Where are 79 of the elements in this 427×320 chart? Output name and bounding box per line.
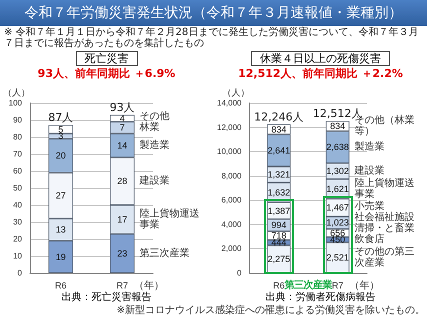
chart-title: 休業４日以上の死傷災害 — [251, 51, 390, 66]
y-tick-label: 8,000 — [221, 171, 242, 180]
series-label: 製造業 — [140, 139, 170, 151]
y-axis-title: （人） — [222, 88, 250, 98]
data-label: 444 — [271, 238, 286, 248]
data-label: 14 — [117, 140, 128, 150]
x-tick-label: R7 — [332, 280, 344, 290]
chart-subtitle: 93人、前年同期比 ＋6.9% — [36, 67, 176, 81]
y-tick-label: 90 — [13, 116, 23, 124]
text: ※新型コロナウイルス感染症への罹患による労働災害を除いたもの。 — [116, 305, 425, 317]
data-label: 7 — [120, 122, 125, 133]
total-label: 93人 — [110, 100, 135, 114]
series-label: 第三次産業 — [140, 246, 190, 259]
x-axis-title: （年） — [134, 280, 164, 292]
y-tick-label: 6,000 — [221, 196, 242, 205]
y-tick-label: 30 — [13, 218, 23, 226]
y-tick-label: 0 — [18, 268, 23, 278]
y-tick-label: 0 — [237, 268, 242, 278]
y-tick-label: 10 — [13, 252, 23, 260]
y-tick-label: 60 — [13, 166, 23, 176]
y-tick-label: 14,000 — [217, 98, 242, 108]
series-label: 建設業 — [354, 164, 385, 177]
text: 第三次産業 — [284, 280, 332, 291]
y-tick-label: 12,000 — [217, 122, 242, 132]
series-label: 飲食店 — [354, 233, 385, 246]
data-label: 2,638 — [326, 142, 349, 152]
chart-subtitle: 12,512人、前年同期比 ＋2.2% — [237, 67, 404, 81]
y-tick-label: 40 — [13, 200, 23, 210]
source-note: 出典：死亡災害報告 — [60, 292, 152, 303]
source-note: 出典：労働者死傷病報告 — [264, 292, 376, 303]
y-tick-label: 70 — [13, 150, 23, 158]
series-label: その他の第三次産業 — [354, 246, 415, 269]
data-label: 13 — [56, 224, 66, 235]
y-tick-label: 10,000 — [217, 147, 242, 156]
data-label: 19 — [56, 252, 66, 262]
data-label: 1,632 — [268, 187, 290, 198]
x-tick-label: R6 — [54, 280, 67, 290]
data-label: 834 — [330, 121, 346, 132]
series-label: 建設業 — [138, 174, 170, 187]
data-label: 1,023 — [326, 218, 349, 228]
chart-title: 死亡災害 — [76, 51, 138, 66]
series-label: 陸上貨物運送事業 — [140, 207, 200, 230]
data-label: 28 — [117, 176, 128, 186]
data-label: 1,467 — [326, 202, 349, 213]
total-label: 87人 — [48, 111, 74, 124]
x-tick-label: R6 — [273, 280, 285, 290]
data-label: 2,521 — [326, 252, 349, 263]
y-tick-label: 100 — [8, 98, 23, 108]
data-label: 17 — [117, 214, 128, 224]
y-tick-label: 2,000 — [221, 244, 242, 254]
total-label: 12,246人 — [254, 110, 304, 124]
series-label: 社会福祉施設 — [354, 211, 415, 224]
data-label: 834 — [271, 124, 286, 134]
series-label: 製造業 — [354, 140, 385, 153]
text: ※ 令和７年１月１日から令和７年２月28日までに発生した労働災害について、令和７年３月７日までに報告があったものを集計したもの — [4, 27, 420, 49]
data-label: 4 — [120, 113, 125, 124]
data-label: 1,302 — [326, 166, 349, 176]
series-label: 清掃・と畜業 — [354, 222, 415, 234]
series-label: 陸上貨物運送事業 — [354, 176, 415, 200]
text: 令和７年労働災害発生状況（令和７年３月速報値・業種別） — [0, 0, 427, 26]
data-label: 23 — [117, 248, 128, 258]
data-label: 1,387 — [268, 206, 290, 216]
x-axis-title: （年） — [349, 280, 380, 292]
y-tick-label: 20 — [13, 234, 23, 244]
data-label: 1,321 — [268, 170, 290, 180]
data-label: 20 — [56, 150, 66, 161]
x-tick-label: R7 — [116, 280, 128, 290]
y-tick-label: 4,000 — [221, 220, 242, 229]
series-label: 林業 — [138, 121, 160, 134]
data-label: 2,641 — [268, 145, 290, 156]
y-tick-label: 50 — [13, 184, 23, 192]
data-label: 27 — [56, 190, 66, 201]
series-label: その他 — [140, 110, 170, 122]
data-label: 2,275 — [268, 254, 290, 264]
data-label: 1,621 — [326, 184, 349, 194]
y-axis-title: （人） — [3, 88, 30, 98]
y-tick-label: 80 — [13, 132, 23, 142]
data-label: 994 — [271, 220, 286, 230]
series-label: 小売業 — [354, 200, 385, 212]
